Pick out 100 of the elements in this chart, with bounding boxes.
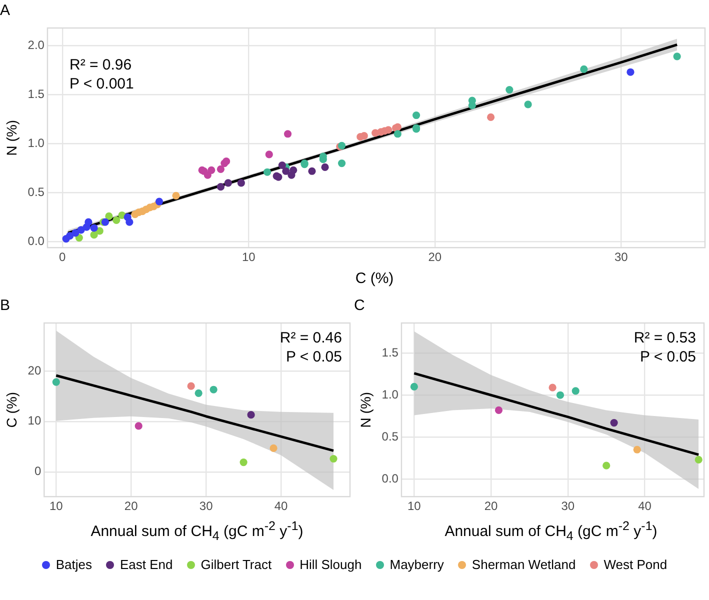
point [66,232,74,240]
point [105,212,113,220]
y-axis-title: N (%) [357,392,374,428]
point [633,446,641,454]
point [290,166,298,174]
point [284,130,292,138]
y-tick-label: 1.0 [28,136,45,150]
point [548,384,556,392]
x-tick-label: 30 [614,250,628,264]
point [187,382,195,390]
x-axis-title: C (%) [354,270,395,287]
point [524,100,532,108]
legend-label: Batjes [56,557,92,572]
point [84,218,92,226]
x-tick-label: 30 [199,499,214,514]
point [673,52,681,60]
chart-title: C [354,297,365,314]
point [412,111,420,120]
point [321,163,329,172]
point [494,406,503,414]
y-tick-label: 0.5 [382,429,399,444]
point [224,179,232,187]
point [572,387,580,395]
point [265,150,273,158]
y-tick-label: 0.5 [28,185,45,200]
y-axis-title: C (%) [3,392,20,428]
x-tick-label: 10 [242,250,256,264]
point [360,132,368,140]
y-tick-label: 20 [28,363,42,378]
point [330,454,338,463]
annotation: P < 0.05 [640,348,696,366]
legend-label: Gilbert Tract [200,557,272,572]
point [172,192,180,200]
x-tick-label: 40 [638,499,652,514]
point [247,411,255,419]
point [155,198,164,206]
annotation: R² = 0.96 [69,56,132,74]
x-tick-label: 20 [124,499,138,514]
point [384,126,392,134]
point [263,168,272,176]
y-tick-label: 0.0 [382,471,399,486]
point [134,422,142,430]
chart-title: A [0,2,10,20]
point [602,462,610,470]
y-axis-title: N (%) [3,120,20,156]
legend-label: Sherman Wetland [472,557,576,572]
x-tick-label: 10 [49,499,64,514]
y-tick-label: 0 [34,464,42,478]
point [468,96,476,104]
point [216,165,225,173]
x-tick-label: 30 [561,499,575,514]
x-tick-label: 10 [407,499,422,514]
point [486,113,495,122]
point [112,216,120,224]
y-tick-label: 2.0 [28,38,45,52]
point [75,234,83,242]
point [96,227,104,235]
y-tick-label: 0.0 [28,234,45,248]
legend-label: Hill Slough [300,557,362,572]
point [52,378,60,386]
annotation: R² = 0.53 [634,330,696,347]
x-tick-label: 0 [59,250,66,264]
legend-label: West Pond [604,557,668,572]
point [194,389,202,397]
point [237,179,245,187]
y-tick-label: 1.5 [382,346,399,360]
x-axis-title: Annual sum of CH$_{4}$ (gC m$^{-2}$ y$^{-1}$) [444,519,658,543]
point [694,456,702,464]
x-tick-label: 20 [428,250,442,264]
point [556,391,564,399]
point [210,386,218,394]
annotation: P < 0.001 [69,76,134,93]
point [626,68,634,76]
point [610,419,618,427]
point [338,159,346,168]
point [216,183,225,191]
point [126,218,134,226]
annotation: P < 0.05 [286,348,342,366]
point [270,444,278,452]
x-tick-label: 20 [484,499,498,514]
point [90,231,98,239]
x-axis-title: Annual sum of CH$_{4}$ (gC m$^{-2}$ y$^{-1}$) [90,519,304,543]
chart-title: B [0,297,10,314]
point [308,167,316,175]
point [278,161,286,170]
y-tick-label: 1.0 [382,387,399,402]
point [394,130,402,138]
point [77,226,85,234]
y-tick-label: 1.5 [28,86,45,101]
point [580,65,588,73]
legend-label: Mayberry [390,557,444,572]
point [204,171,212,179]
point [282,167,290,175]
annotation: R² = 0.46 [280,330,342,347]
point [72,229,80,237]
x-tick-label: 40 [274,499,288,514]
point [208,166,216,174]
y-tick-label: 10 [28,414,42,428]
point [90,224,98,232]
point [506,86,514,94]
